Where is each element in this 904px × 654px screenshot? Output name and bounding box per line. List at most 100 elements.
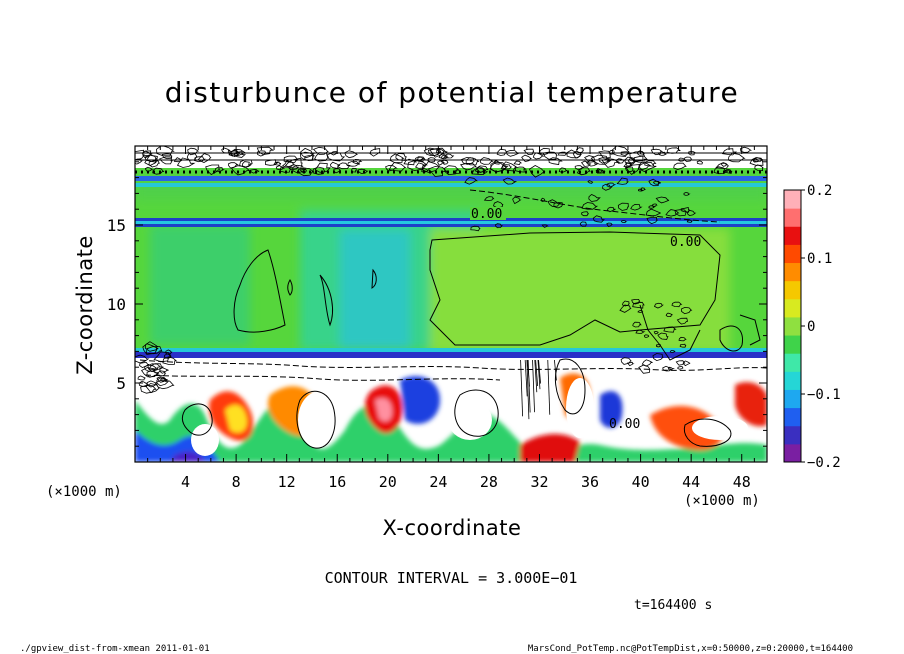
- contour-line: [595, 169, 606, 174]
- contour-line: [147, 363, 162, 372]
- contour-line: [513, 160, 523, 165]
- contour-line: [187, 147, 200, 156]
- contour-line: [579, 221, 587, 227]
- contour-line: [598, 157, 612, 164]
- contour-line: [148, 363, 164, 371]
- colorbar-swatch: [784, 353, 801, 372]
- contour-line: [520, 359, 523, 417]
- contour-line: [739, 146, 753, 153]
- contour-line: [421, 161, 442, 173]
- contour-line: [333, 168, 342, 174]
- colorbar-swatch: [784, 316, 801, 336]
- contour-line: [275, 165, 286, 171]
- contour-line: [581, 211, 590, 217]
- contour-line: [514, 166, 527, 173]
- contour-line: [721, 148, 738, 156]
- contour-line: [623, 162, 633, 168]
- contour-line: [592, 215, 605, 223]
- contour-line: [137, 375, 146, 381]
- contour-line: [535, 359, 539, 387]
- y-unit-label: (×1000 m): [46, 484, 122, 500]
- contour-line: [532, 359, 535, 413]
- contour-line: [351, 167, 357, 173]
- contour-line: [526, 359, 530, 420]
- contour-line: [606, 206, 616, 213]
- contour-line: [163, 353, 172, 359]
- contour-line: [611, 146, 630, 158]
- contour-line: [444, 165, 460, 176]
- contour-label: 0.00: [609, 417, 640, 432]
- contour-line: [502, 164, 513, 170]
- contour-line: [273, 161, 282, 166]
- contour-label: 0.00: [670, 235, 701, 250]
- colorbar-tick-label: −0.1: [807, 387, 841, 403]
- contour-line: [154, 379, 175, 390]
- contour-line: [606, 222, 613, 227]
- contour-line: [632, 301, 645, 309]
- contour-line: [677, 366, 684, 370]
- contour-line: [620, 357, 632, 365]
- contour-line: [464, 177, 478, 185]
- contour-line: [347, 161, 361, 167]
- contour-line: [427, 148, 442, 157]
- contour-line: [152, 167, 165, 175]
- contour-line: [389, 153, 405, 164]
- contour-line: [540, 197, 546, 202]
- contour-line: [576, 147, 584, 154]
- contour-line: [602, 183, 613, 191]
- x-tick-label: 32: [530, 473, 548, 491]
- contour-line: [547, 359, 551, 415]
- contour-line: [632, 321, 642, 328]
- contour-line: [496, 148, 507, 156]
- contour-line: [239, 159, 253, 168]
- contour-line: [643, 334, 650, 338]
- contour-line: [523, 148, 535, 156]
- contour-line: [580, 160, 592, 167]
- contour-line: [429, 147, 448, 158]
- contour-line: [197, 153, 212, 163]
- contour-line: [144, 341, 159, 352]
- contour-line: [683, 192, 691, 196]
- contour-line: [626, 361, 635, 367]
- contour-line: [584, 155, 595, 163]
- contour-line: [421, 167, 430, 173]
- contour-line: [629, 151, 645, 162]
- contour-line: [553, 202, 564, 209]
- x-tick-label: 16: [328, 473, 346, 491]
- contour-line: [638, 161, 652, 171]
- contour-line: [161, 153, 173, 160]
- contour-line: [139, 361, 150, 369]
- contour-line: [671, 301, 683, 308]
- contour-line: [145, 346, 163, 355]
- colorbar-swatch: [784, 226, 801, 245]
- chart-title: disturbunce of potential temperature: [165, 76, 740, 109]
- colorbar-swatch: [784, 298, 801, 318]
- contour-line: [686, 219, 693, 223]
- colorbar-swatch: [784, 425, 801, 445]
- contour-line: [648, 178, 661, 187]
- contour-line: [644, 160, 657, 167]
- contour-line: [521, 154, 533, 163]
- contour-line: [427, 166, 448, 177]
- contour-line: [651, 203, 658, 207]
- contour-line: [641, 359, 653, 367]
- contour-line: [663, 326, 677, 333]
- footer-right: MarsCond_PotTemp.nc@PotTempDist,x=0:5000…: [528, 644, 853, 654]
- colorbar-swatch: [784, 244, 801, 264]
- contour-line: [688, 150, 696, 156]
- contour-line: [655, 196, 670, 204]
- contour-line: [638, 364, 651, 374]
- colorbar-swatch: [784, 280, 801, 300]
- x-axis: 4 8 12 16 20 24 28 32 36 40 44 48: [147, 146, 755, 491]
- contour-line: [652, 353, 664, 362]
- colorbar-swatch: [784, 371, 801, 390]
- contour-line: [646, 216, 659, 225]
- contour-line: [624, 166, 634, 173]
- contour-line: [407, 160, 428, 172]
- contour-line: [558, 167, 568, 173]
- contour-line: [547, 199, 561, 207]
- contour-line: [144, 154, 158, 163]
- contour-line: [512, 196, 522, 205]
- contour-line: [527, 359, 531, 413]
